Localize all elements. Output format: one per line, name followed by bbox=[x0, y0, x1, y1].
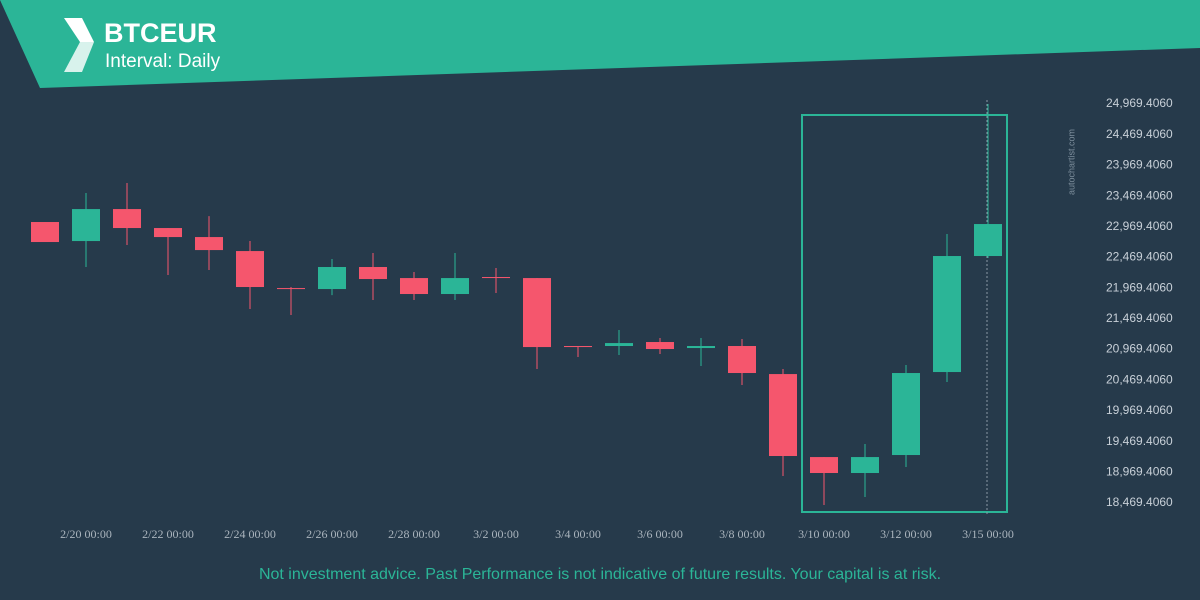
y-tick-label: 22,969.4060 bbox=[1106, 219, 1173, 233]
y-tick-label: 22,469.4060 bbox=[1106, 250, 1173, 264]
candle-body bbox=[154, 228, 182, 238]
x-tick-label: 3/4 00:00 bbox=[555, 527, 601, 541]
y-tick-label: 18,469.4060 bbox=[1106, 495, 1173, 509]
x-tick-label: 2/28 00:00 bbox=[388, 527, 440, 541]
x-tick-label: 3/2 00:00 bbox=[473, 527, 519, 541]
y-tick-label: 19,469.4060 bbox=[1106, 434, 1173, 448]
y-tick-label: 23,969.4060 bbox=[1106, 158, 1173, 172]
candle-body bbox=[277, 288, 305, 290]
candle-body bbox=[974, 224, 1002, 257]
x-tick-label: 2/24 00:00 bbox=[224, 527, 276, 541]
candle-body bbox=[646, 342, 674, 350]
candle-body bbox=[318, 267, 346, 290]
candle-body bbox=[113, 209, 141, 229]
disclaimer: Not investment advice. Past Performance … bbox=[259, 566, 941, 583]
x-tick-label: 2/20 00:00 bbox=[60, 527, 112, 541]
candle-body bbox=[195, 237, 223, 251]
y-tick-label: 21,469.4060 bbox=[1106, 311, 1173, 325]
candle-body bbox=[933, 256, 961, 373]
candle-body bbox=[687, 346, 715, 349]
candle-body bbox=[31, 222, 59, 243]
x-tick-label: 2/26 00:00 bbox=[306, 527, 358, 541]
y-tick-label: 20,469.4060 bbox=[1106, 372, 1173, 386]
candle-body bbox=[810, 457, 838, 474]
x-tick-label: 2/22 00:00 bbox=[142, 527, 194, 541]
candle-body bbox=[441, 278, 469, 295]
watermark: autochartist.com bbox=[1066, 129, 1076, 195]
y-tick-label: 18,969.4060 bbox=[1106, 464, 1173, 478]
chart-title: BTCEUR bbox=[104, 18, 217, 48]
x-tick-label: 3/12 00:00 bbox=[880, 527, 932, 541]
x-tick-label: 3/15 00:00 bbox=[962, 527, 1014, 541]
candle-body bbox=[523, 278, 551, 348]
pattern-box bbox=[801, 114, 1008, 513]
x-tick-label: 3/8 00:00 bbox=[719, 527, 765, 541]
y-tick-label: 21,969.4060 bbox=[1106, 280, 1173, 294]
y-tick-label: 23,469.4060 bbox=[1106, 188, 1173, 202]
candle-body bbox=[564, 346, 592, 348]
logo bbox=[64, 18, 94, 72]
candle-body bbox=[605, 343, 633, 347]
header-banner bbox=[0, 0, 1200, 88]
candle-body bbox=[236, 251, 264, 288]
x-tick-label: 3/6 00:00 bbox=[637, 527, 683, 541]
y-tick-label: 20,969.4060 bbox=[1106, 342, 1173, 356]
candle-body bbox=[851, 457, 879, 474]
candle-body bbox=[769, 374, 797, 457]
chart-subtitle: Interval: Daily bbox=[105, 51, 221, 72]
y-tick-label: 19,969.4060 bbox=[1106, 403, 1173, 417]
candle-body bbox=[482, 277, 510, 279]
y-tick-label: 24,469.4060 bbox=[1106, 127, 1173, 141]
candle-body bbox=[72, 209, 100, 242]
y-tick-label: 24,969.4060 bbox=[1106, 96, 1173, 110]
candle-body bbox=[400, 278, 428, 295]
candle-body bbox=[892, 373, 920, 456]
x-tick-label: 3/10 00:00 bbox=[798, 527, 850, 541]
candle-body bbox=[359, 267, 387, 280]
candle-body bbox=[728, 346, 756, 374]
